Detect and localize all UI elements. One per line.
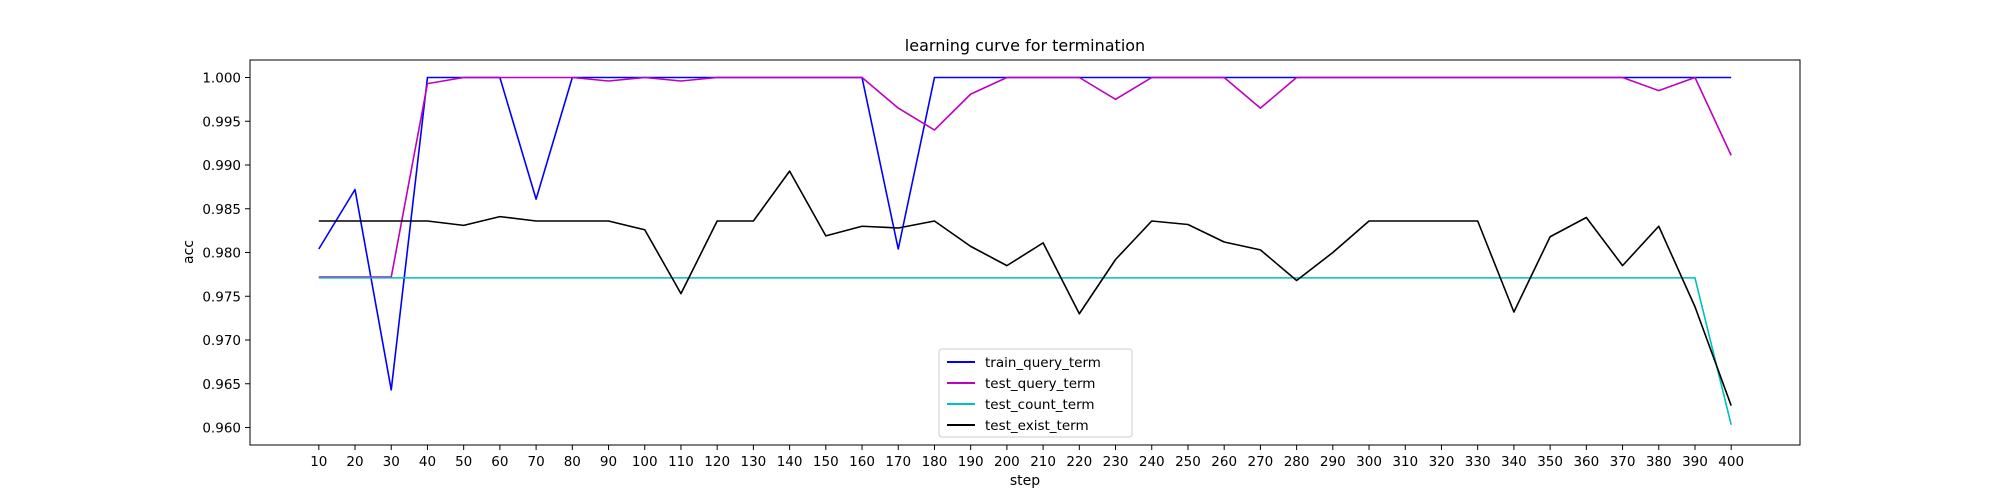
x-tick-label: 250 bbox=[1175, 454, 1201, 470]
y-tick-label: 0.965 bbox=[202, 377, 241, 393]
y-tick-label: 0.960 bbox=[202, 421, 241, 437]
y-tick-label: 0.990 bbox=[202, 158, 241, 174]
x-tick-label: 350 bbox=[1537, 454, 1563, 470]
x-tick-label: 30 bbox=[383, 454, 400, 470]
x-tick-label: 310 bbox=[1392, 454, 1418, 470]
y-axis-title: acc bbox=[181, 240, 197, 264]
y-axis: 0.960 0.965 0.970 0.975 0.980 0.985 0.990 0.995… bbox=[202, 71, 250, 437]
x-tick-label: 270 bbox=[1248, 454, 1274, 470]
legend-label-test_exist_term: test_exist_term bbox=[985, 418, 1089, 434]
x-tick-label: 390 bbox=[1682, 454, 1708, 470]
y-tick-label: 0.970 bbox=[202, 333, 241, 349]
x-tick-label: 120 bbox=[704, 454, 730, 470]
x-tick-label: 160 bbox=[849, 454, 875, 470]
x-tick-label: 280 bbox=[1284, 454, 1310, 470]
x-tick-label: 360 bbox=[1573, 454, 1599, 470]
x-tick-label: 170 bbox=[885, 454, 911, 470]
series-line-test_count_term bbox=[318, 277, 1732, 426]
x-tick-label: 70 bbox=[528, 454, 545, 470]
x-tick-label: 230 bbox=[1103, 454, 1129, 470]
x-tick-label: 50 bbox=[455, 454, 472, 470]
x-axis-title: step bbox=[1010, 473, 1040, 489]
x-tick-label: 140 bbox=[777, 454, 803, 470]
chart-title: learning curve for termination bbox=[905, 36, 1145, 55]
x-tick-label: 290 bbox=[1320, 454, 1346, 470]
legend-box bbox=[938, 348, 1133, 438]
x-tick-label: 400 bbox=[1718, 454, 1744, 470]
x-tick-label: 10 bbox=[310, 454, 327, 470]
y-tick-label: 0.975 bbox=[202, 289, 241, 305]
x-tick-label: 110 bbox=[668, 454, 694, 470]
x-tick-label: 20 bbox=[346, 454, 363, 470]
x-tick-label: 240 bbox=[1139, 454, 1165, 470]
series-line-test_exist_term bbox=[318, 170, 1732, 406]
legend-label-test_count_term: test_count_term bbox=[985, 397, 1095, 413]
series-line-train_query_term bbox=[318, 76, 1732, 391]
y-tick-label: 0.980 bbox=[202, 246, 241, 262]
x-tick-label: 300 bbox=[1356, 454, 1382, 470]
x-tick-label: 200 bbox=[994, 454, 1020, 470]
x-tick-label: 180 bbox=[922, 454, 948, 470]
x-tick-label: 210 bbox=[1030, 454, 1056, 470]
x-tick-label: 100 bbox=[632, 454, 658, 470]
x-axis: 10 20 30 40 50 60 70 80 90 100 110 120 130 140 150 160 1… bbox=[310, 445, 1744, 470]
x-tick-label: 90 bbox=[600, 454, 617, 470]
legend: train_query_term test_query_term test_coun… bbox=[938, 348, 1133, 438]
x-tick-label: 260 bbox=[1211, 454, 1237, 470]
y-tick-label: 0.985 bbox=[202, 202, 241, 218]
series-line-test_query_term bbox=[318, 76, 1732, 278]
y-tick-label: 0.995 bbox=[202, 114, 241, 130]
x-tick-label: 220 bbox=[1066, 454, 1092, 470]
legend-label-test_query_term: test_query_term bbox=[985, 376, 1095, 392]
x-tick-label: 370 bbox=[1610, 454, 1636, 470]
x-tick-label: 60 bbox=[491, 454, 508, 470]
x-tick-label: 340 bbox=[1501, 454, 1527, 470]
legend-label-train_query_term: train_query_term bbox=[985, 355, 1101, 371]
x-tick-label: 380 bbox=[1646, 454, 1672, 470]
x-tick-label: 40 bbox=[419, 454, 436, 470]
plot-lines bbox=[318, 76, 1732, 426]
x-tick-label: 320 bbox=[1429, 454, 1455, 470]
x-tick-label: 190 bbox=[958, 454, 984, 470]
x-tick-label: 330 bbox=[1465, 454, 1491, 470]
x-tick-label: 80 bbox=[564, 454, 581, 470]
x-tick-label: 150 bbox=[813, 454, 839, 470]
y-tick-label: 1.000 bbox=[202, 71, 241, 87]
x-tick-label: 130 bbox=[740, 454, 766, 470]
